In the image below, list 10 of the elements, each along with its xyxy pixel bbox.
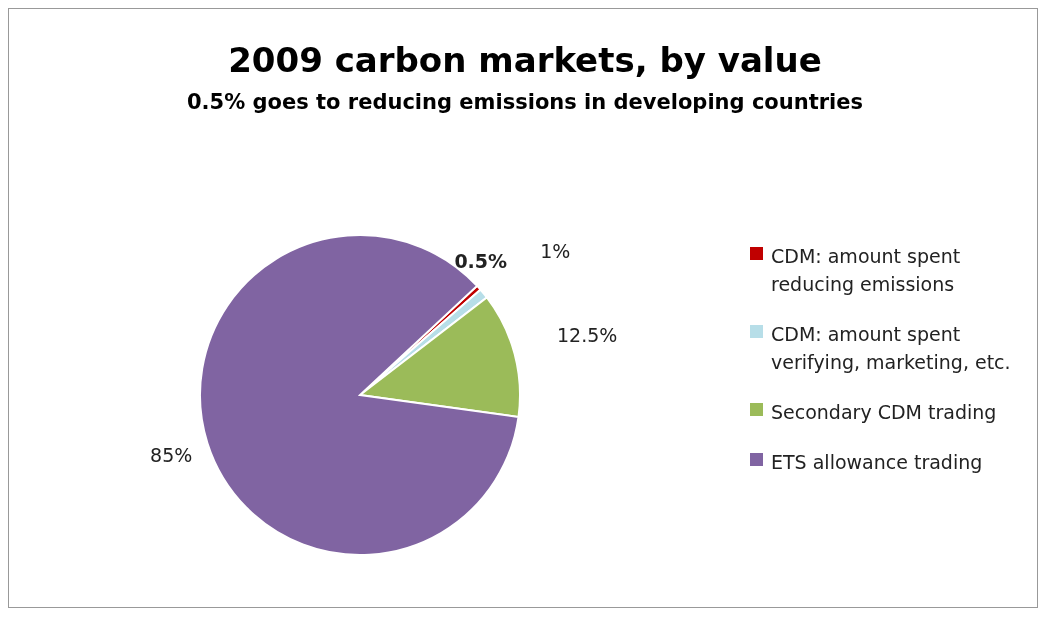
data-label: 85%: [150, 443, 193, 466]
chart-title: 2009 carbon markets, by value: [227, 40, 823, 80]
legend-label: Secondary CDM trading: [771, 400, 997, 425]
legend-label: ETS allowance trading: [771, 450, 983, 475]
legend-label: CDM: amount spent reducing emissions: [771, 244, 962, 297]
chart-subtitle: 0.5% goes to reducing emissions in developing countries: [186, 90, 864, 114]
data-label: 12.5%: [557, 323, 618, 346]
data-label: 1%: [540, 239, 571, 262]
legend-label: CDM: amount spent verifying, marketing, etc.: [771, 322, 1012, 375]
data-label: 0.5%: [454, 249, 508, 272]
